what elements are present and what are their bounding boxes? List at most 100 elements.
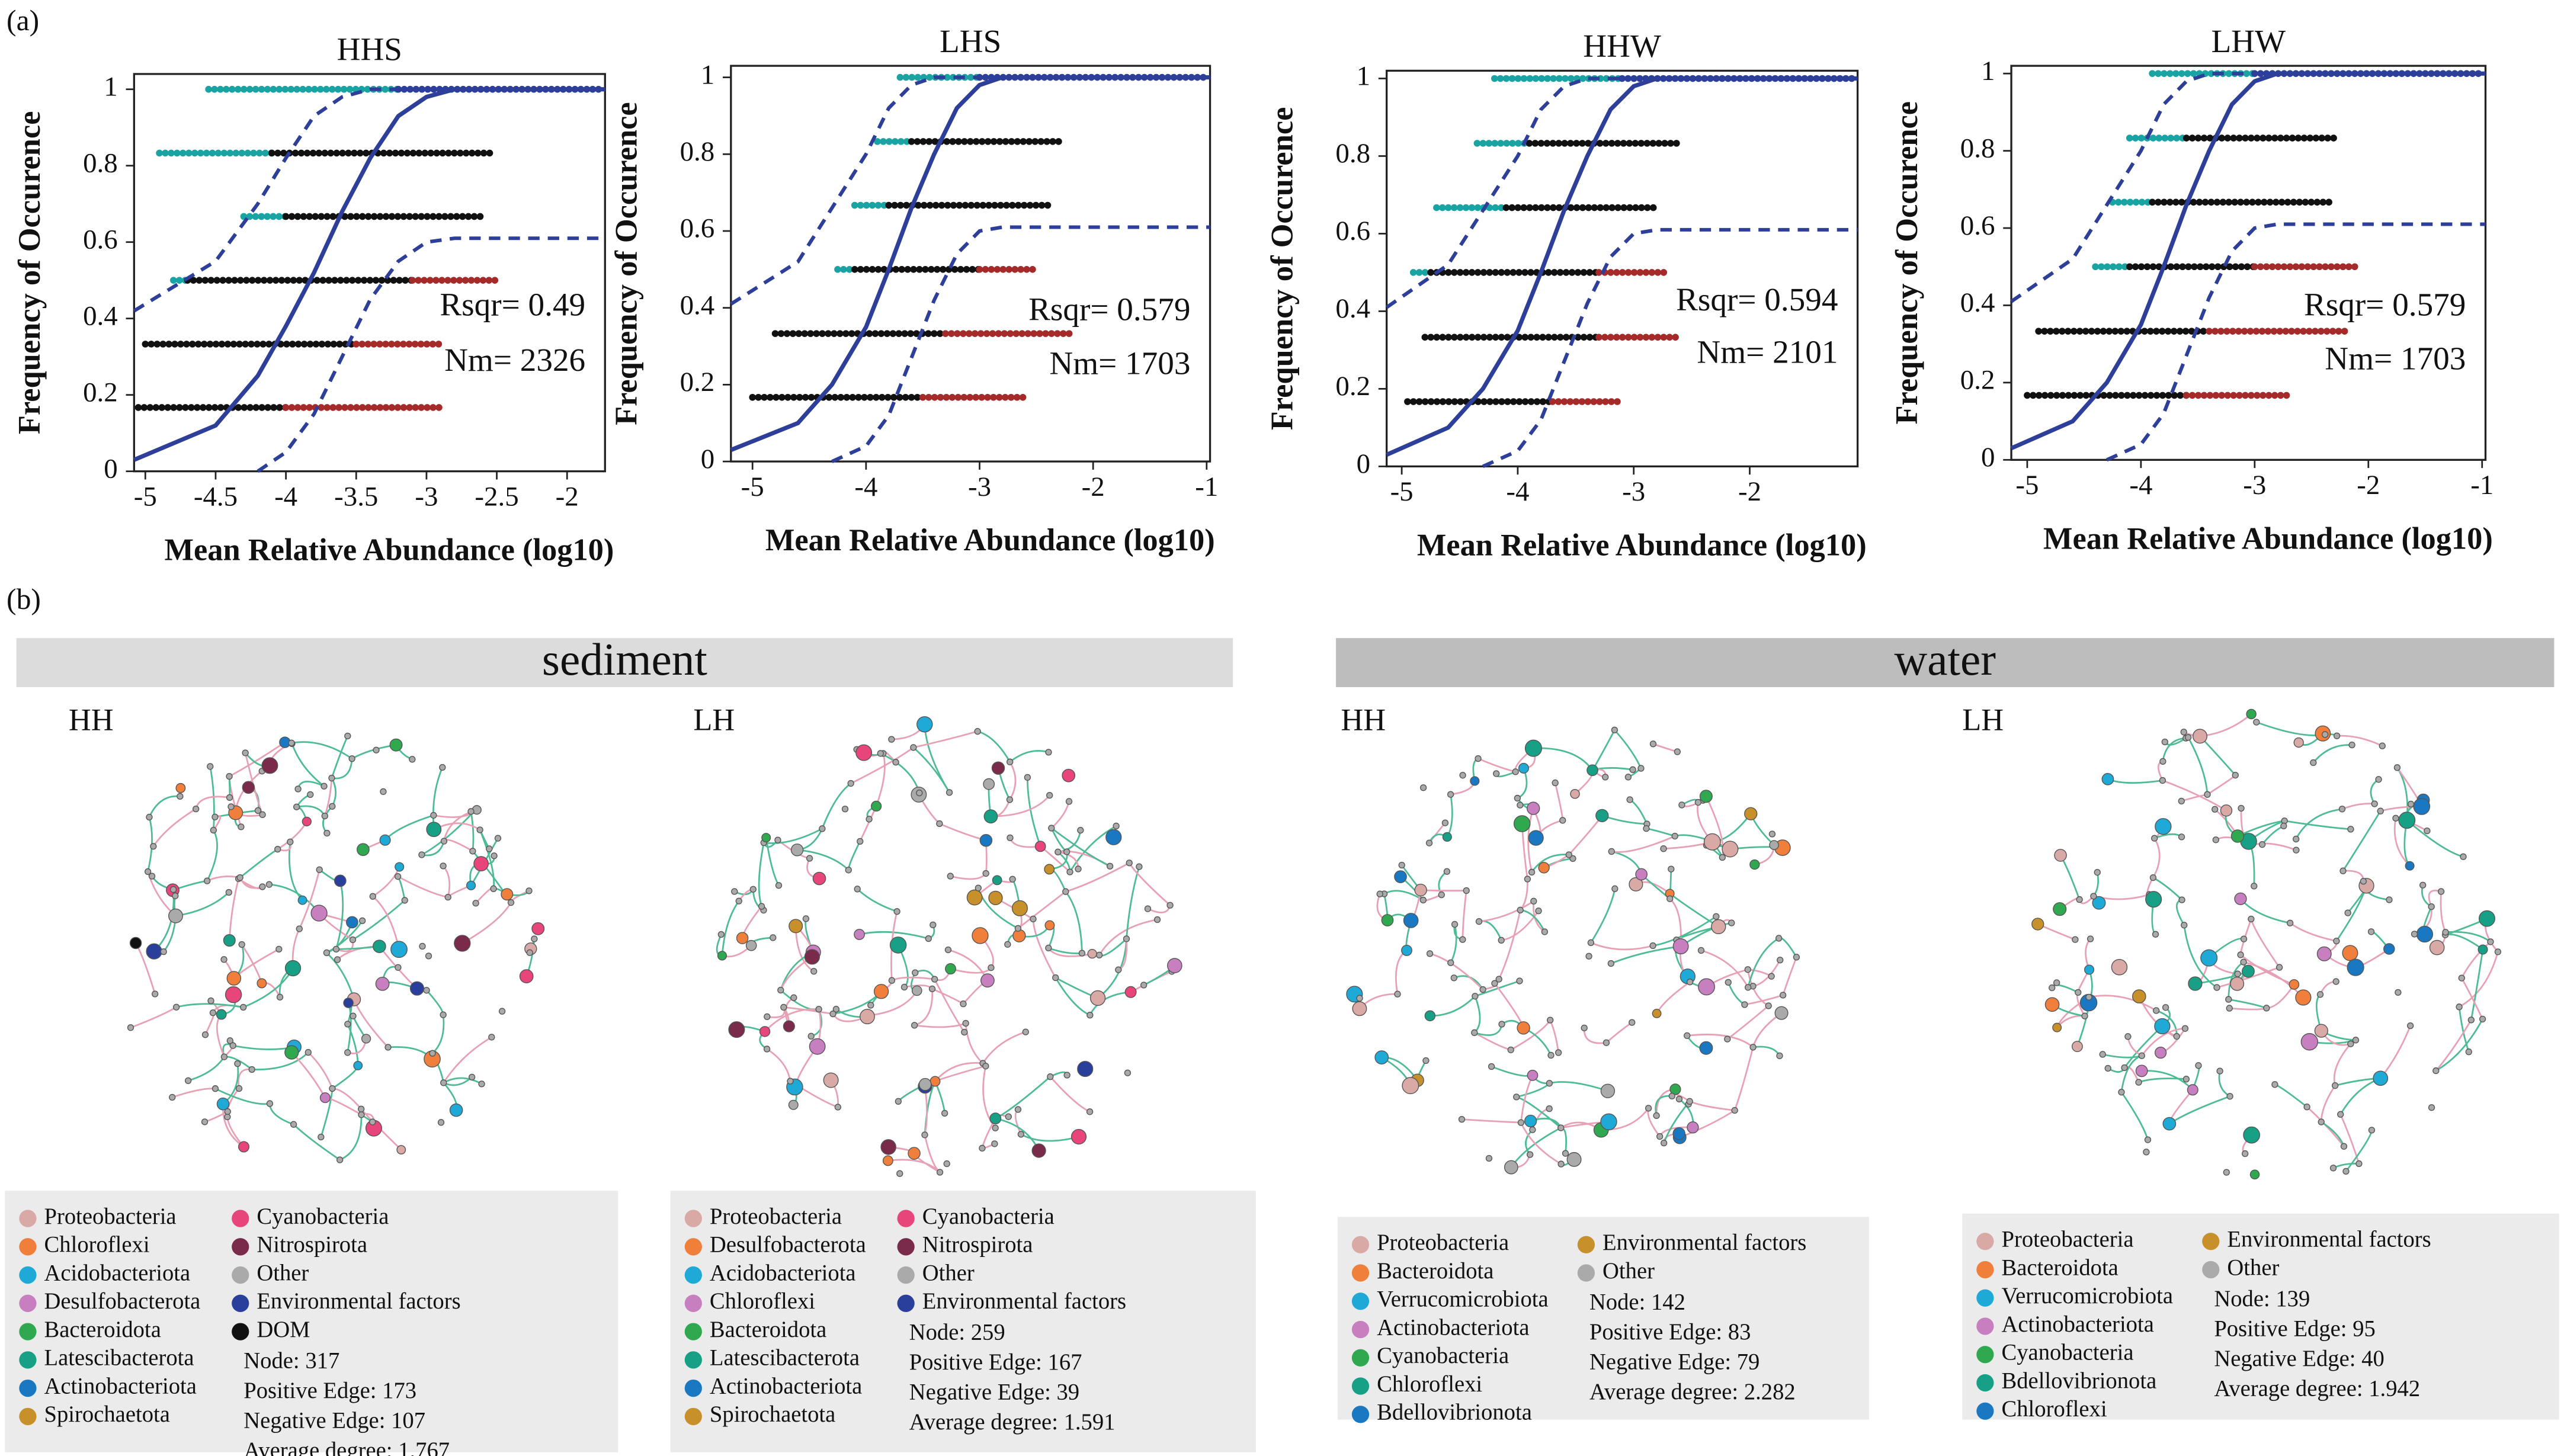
network-node bbox=[2084, 964, 2095, 975]
network-node bbox=[860, 1009, 875, 1025]
network-edge bbox=[2370, 778, 2379, 804]
network-node bbox=[992, 875, 1002, 886]
legend-swatch bbox=[684, 1238, 702, 1256]
network-node bbox=[2338, 806, 2346, 813]
network-stat: Average degree: 1.591 bbox=[909, 1410, 1116, 1435]
network-node bbox=[2230, 976, 2245, 991]
network-node bbox=[745, 939, 757, 951]
network-node bbox=[2393, 764, 2401, 771]
network-node bbox=[2237, 951, 2244, 958]
network-node bbox=[2395, 989, 2402, 996]
network-edge bbox=[1055, 977, 1091, 1016]
network-node bbox=[1009, 875, 1016, 883]
network-node bbox=[1694, 798, 1702, 806]
network-node bbox=[344, 732, 351, 740]
network-node bbox=[980, 973, 995, 988]
network-node bbox=[169, 886, 177, 893]
network-edge bbox=[875, 753, 886, 807]
network-edge bbox=[982, 1031, 1026, 1064]
network-node bbox=[1608, 848, 1615, 855]
network-node bbox=[467, 808, 475, 815]
legend-swatch bbox=[19, 1351, 37, 1369]
legend-swatch bbox=[232, 1210, 249, 1227]
network-node bbox=[2053, 902, 2067, 916]
network-node bbox=[1699, 790, 1713, 803]
network-node bbox=[1776, 1052, 1783, 1060]
legend-box bbox=[1337, 1217, 1869, 1420]
network-edge bbox=[2332, 1162, 2359, 1169]
network-node bbox=[1055, 848, 1062, 855]
network-node bbox=[401, 897, 408, 904]
network-node bbox=[1115, 966, 1122, 973]
network-node bbox=[1524, 875, 1531, 883]
network-node bbox=[2234, 970, 2241, 977]
network-node bbox=[930, 921, 937, 929]
network-node bbox=[2479, 910, 2495, 927]
network-label: HH bbox=[69, 703, 114, 737]
x-tick-label: -3 bbox=[1622, 476, 1645, 507]
network-edge bbox=[214, 1088, 270, 1105]
y-axis-label: Frequency of Occurence bbox=[1890, 101, 1924, 425]
network-node bbox=[736, 932, 749, 944]
network-node bbox=[1022, 1028, 1029, 1035]
network-node bbox=[895, 1098, 902, 1105]
y-tick-label: 0.2 bbox=[1335, 371, 1370, 402]
network-edge bbox=[2183, 925, 2217, 989]
network-node bbox=[234, 1060, 241, 1067]
y-tick-label: 0.6 bbox=[1335, 216, 1370, 246]
network-node bbox=[1062, 768, 1076, 782]
network-node bbox=[2226, 1093, 2233, 1100]
network-node bbox=[1166, 958, 1182, 974]
network-node bbox=[418, 851, 425, 858]
network-edge bbox=[2059, 855, 2081, 900]
network-node bbox=[1711, 919, 1726, 935]
network-node bbox=[944, 946, 952, 954]
network-node bbox=[336, 1156, 344, 1163]
network-node bbox=[201, 1031, 209, 1038]
network-node bbox=[2263, 1005, 2270, 1012]
network-node bbox=[2213, 984, 2220, 991]
network-node bbox=[2162, 1004, 2169, 1011]
legend-swatch bbox=[1976, 1261, 1994, 1279]
legend-label: Proteobacteria bbox=[710, 1204, 842, 1229]
network-node bbox=[775, 882, 783, 889]
network-stat: Positive Edge: 95 bbox=[2214, 1316, 2376, 1341]
legend-label: Environmental factors bbox=[2227, 1227, 2431, 1252]
y-tick-label: 0.6 bbox=[1960, 210, 1995, 241]
legend-label: Actinobacteriota bbox=[2001, 1312, 2153, 1337]
network-node bbox=[1007, 758, 1014, 765]
network-edge bbox=[1477, 758, 1516, 773]
network-edge bbox=[1687, 1034, 1754, 1048]
network-edge bbox=[2337, 735, 2383, 747]
network-node bbox=[409, 756, 416, 763]
network-edge bbox=[1027, 777, 1041, 847]
network-node bbox=[193, 805, 200, 813]
annotation: Nm= 1703 bbox=[1049, 345, 1190, 381]
network-node bbox=[440, 838, 448, 845]
network-edge bbox=[1050, 828, 1068, 853]
network-node bbox=[2111, 958, 2128, 976]
network-node bbox=[2293, 835, 2300, 843]
network-stat: Average degree: 2.282 bbox=[1589, 1380, 1796, 1404]
network-node bbox=[1649, 740, 1657, 748]
network-node bbox=[1669, 1083, 1681, 1095]
network-edge bbox=[2458, 1006, 2470, 1053]
network-node bbox=[2416, 925, 2434, 943]
y-tick-label: 1 bbox=[104, 71, 117, 102]
network-node bbox=[1611, 726, 1618, 734]
y-tick-label: 0.6 bbox=[83, 224, 118, 255]
network-node bbox=[2316, 991, 2324, 998]
network-node bbox=[1374, 1050, 1389, 1064]
network-node bbox=[329, 803, 336, 810]
network-edge bbox=[331, 777, 337, 807]
network-node bbox=[2085, 993, 2092, 1001]
network-node bbox=[1768, 973, 1775, 980]
network-node bbox=[857, 838, 864, 845]
network-edge bbox=[1701, 950, 1749, 988]
network-node bbox=[2344, 909, 2351, 916]
network-node bbox=[384, 1044, 392, 1051]
network-edge bbox=[1065, 891, 1083, 954]
legend-swatch bbox=[684, 1210, 702, 1227]
network-edge bbox=[2250, 919, 2280, 968]
network-edge bbox=[1491, 1066, 1533, 1077]
